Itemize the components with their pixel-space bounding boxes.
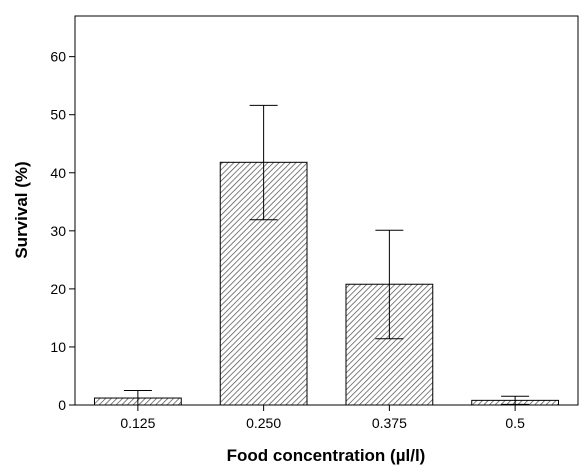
y-tick-label: 40 <box>50 165 66 181</box>
plot-frame <box>74 15 579 406</box>
x-axis: 0.125 0.250 0.375 0.5 <box>120 405 525 431</box>
y-tick-label: 50 <box>50 107 66 123</box>
y-tick-label: 0 <box>58 397 66 413</box>
x-tick-label: 0.5 <box>505 415 525 431</box>
y-tick-label: 20 <box>50 281 66 297</box>
x-tick-label: 0.125 <box>120 415 155 431</box>
x-axis-title: Food concentration (µl/l) <box>227 446 426 465</box>
x-tick-label: 0.250 <box>246 415 281 431</box>
y-tick-label: 30 <box>50 223 66 239</box>
y-axis: 0 10 20 30 40 50 60 <box>50 49 75 413</box>
y-axis-title: Survival (%) <box>12 161 31 258</box>
bars <box>93 161 560 406</box>
y-tick-label: 10 <box>50 339 66 355</box>
y-tick-label: 60 <box>50 49 66 65</box>
x-tick-label: 0.375 <box>372 415 407 431</box>
error-bars <box>123 104 530 406</box>
